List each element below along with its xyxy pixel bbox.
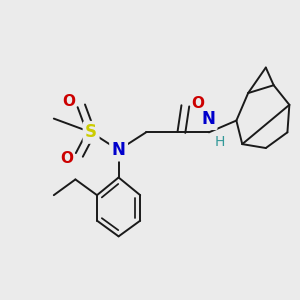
Text: S: S — [85, 123, 97, 141]
Text: O: O — [191, 96, 204, 111]
Text: N: N — [112, 141, 125, 159]
Text: O: O — [60, 151, 74, 166]
Text: H: H — [215, 135, 225, 149]
Text: N: N — [202, 110, 216, 128]
Text: O: O — [62, 94, 75, 110]
